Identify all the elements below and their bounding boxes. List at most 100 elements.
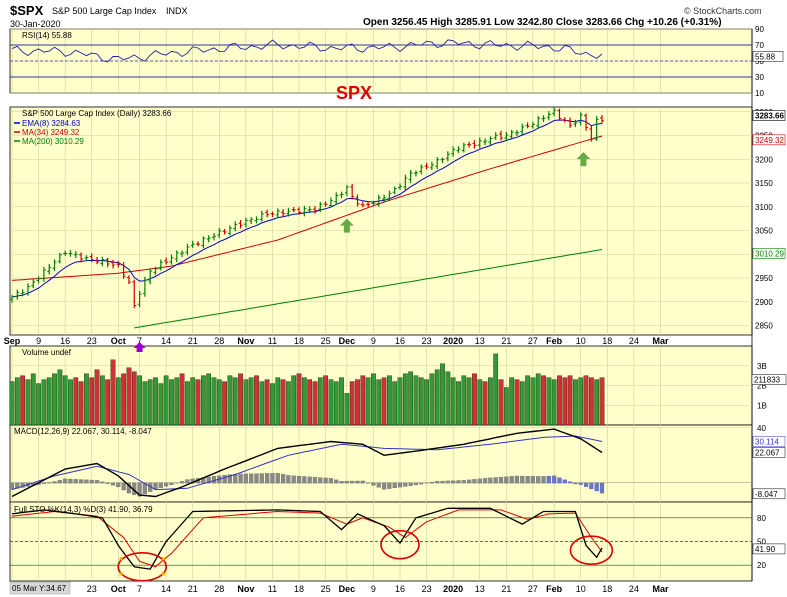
macd-hist-bar bbox=[174, 482, 179, 484]
volume-bar bbox=[312, 381, 318, 426]
macd-hist-bar bbox=[589, 482, 594, 490]
macd-signal-line bbox=[11, 435, 603, 491]
x-axis-label: 9 bbox=[36, 336, 41, 346]
volume-bar bbox=[333, 381, 339, 426]
macd-hist-bar bbox=[68, 478, 73, 484]
volume-bar bbox=[126, 367, 132, 426]
volume-bar bbox=[360, 375, 366, 426]
volume-bar bbox=[381, 377, 387, 426]
volume-bar bbox=[211, 377, 217, 426]
green-up-arrow bbox=[339, 218, 354, 233]
macd-hist-bar bbox=[318, 477, 323, 484]
date-label: 30-Jan-2020 bbox=[10, 19, 61, 29]
macd-hist-bar bbox=[381, 482, 387, 490]
macd-hist-bar bbox=[498, 476, 504, 484]
macd-hist-bar bbox=[100, 481, 105, 484]
x-axis-label: Oct bbox=[111, 336, 126, 346]
volume-tick-label: 1B bbox=[757, 401, 767, 410]
volume-bar bbox=[52, 373, 57, 426]
macd-hist-bar bbox=[435, 481, 440, 484]
macd-hist-bar bbox=[47, 482, 52, 484]
volume-bar bbox=[488, 377, 493, 426]
macd-hist-bar bbox=[482, 478, 488, 484]
x-axis-label-bottom: 18 bbox=[602, 584, 612, 594]
volume-bar bbox=[36, 383, 41, 426]
volume-value-label: 211833 bbox=[754, 376, 781, 385]
volume-bar bbox=[301, 377, 307, 426]
macd-hist-bar bbox=[265, 473, 270, 484]
volume-bar bbox=[238, 373, 243, 426]
macd-hist-bar bbox=[89, 479, 94, 484]
volume-bar bbox=[147, 379, 153, 426]
macd-hist-bar bbox=[275, 472, 280, 484]
rsi-tick-label: 70 bbox=[755, 41, 764, 50]
price-bars bbox=[10, 107, 604, 309]
volume-bar bbox=[429, 373, 435, 426]
volume-bar bbox=[413, 375, 419, 426]
volume-bar bbox=[323, 375, 328, 426]
volume-bar bbox=[248, 377, 254, 426]
red-circle-annotation bbox=[569, 535, 614, 565]
macd-hist-bar bbox=[243, 473, 248, 484]
macd-hist-bar bbox=[387, 482, 392, 489]
volume-bar bbox=[9, 381, 15, 426]
x-axis-label-bottom: 13 bbox=[475, 584, 485, 594]
macd-hist-bar bbox=[445, 480, 450, 484]
volume-bar bbox=[84, 373, 89, 426]
macd-value-box bbox=[752, 447, 786, 458]
price-legend-item: MA(34) 3249.32 bbox=[22, 128, 80, 137]
ema8-line bbox=[11, 119, 603, 298]
volume-bar bbox=[387, 375, 392, 426]
volume-bar bbox=[440, 363, 445, 426]
macd-value-label: 30.114 bbox=[755, 437, 779, 446]
macd-hist-bar bbox=[371, 482, 376, 486]
price-value-box bbox=[752, 248, 786, 259]
volume-bar bbox=[185, 381, 190, 426]
volume-value-box bbox=[751, 374, 787, 385]
volume-bar bbox=[73, 377, 79, 426]
volume-bar bbox=[562, 377, 568, 426]
macd-hist-bar bbox=[179, 481, 185, 484]
volume-bar bbox=[190, 377, 196, 426]
volume-bar bbox=[493, 353, 499, 426]
x-axis-label: Feb bbox=[546, 336, 563, 346]
macd-hist-bar bbox=[599, 482, 605, 494]
macd-hist-bar bbox=[280, 474, 286, 484]
volume-bar bbox=[408, 371, 413, 426]
macd-hist-bar bbox=[509, 476, 514, 484]
volume-bar bbox=[349, 381, 355, 426]
macd-hist-bar bbox=[339, 481, 344, 484]
macd-hist-bar bbox=[552, 475, 557, 484]
macd-hist-bar bbox=[562, 479, 567, 484]
panel-price bbox=[9, 106, 753, 336]
x-axis-label-bottom: 23 bbox=[87, 584, 97, 594]
purple-up-arrow bbox=[133, 342, 146, 352]
volume-bar bbox=[541, 375, 546, 426]
macd-hist-bar bbox=[594, 482, 599, 492]
macd-hist-bar bbox=[350, 480, 355, 484]
volume-bar bbox=[557, 375, 562, 426]
volume-bar bbox=[519, 381, 525, 426]
volume-bar bbox=[599, 377, 605, 426]
x-axis-label-bottom: 21 bbox=[188, 584, 198, 594]
x-axis-label: 23 bbox=[87, 336, 97, 346]
volume-title: Volume undef bbox=[22, 348, 72, 357]
volume-bar bbox=[573, 379, 578, 426]
macd-hist-bar bbox=[110, 482, 116, 486]
x-axis-label-bottom: Dec bbox=[339, 584, 356, 594]
volume-bar bbox=[105, 379, 111, 426]
volume-bar bbox=[142, 381, 148, 426]
x-axis-label-bottom: 2020 bbox=[443, 584, 463, 594]
exchange-label: INDX bbox=[166, 6, 188, 16]
macd-hist-bar bbox=[63, 478, 68, 484]
x-axis-label-bottom: 10 bbox=[576, 584, 586, 594]
macd-hist-bar bbox=[121, 482, 126, 491]
volume-bar bbox=[121, 373, 126, 426]
volume-bar bbox=[20, 375, 25, 426]
macd-hist-bar bbox=[238, 473, 243, 484]
macd-value-label: -8.047 bbox=[755, 490, 778, 499]
volume-bar bbox=[57, 369, 63, 426]
macd-hist-bar bbox=[583, 482, 589, 487]
volume-bar bbox=[535, 373, 541, 426]
volume-bar bbox=[402, 373, 408, 426]
